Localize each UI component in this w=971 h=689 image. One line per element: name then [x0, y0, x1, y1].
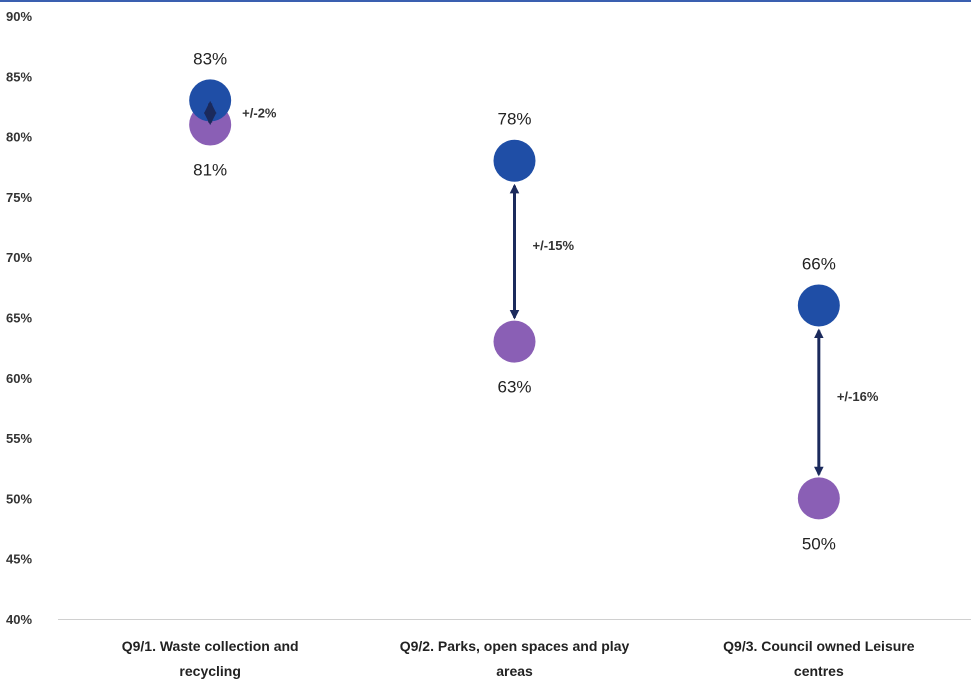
- y-tick-label: 65%: [6, 311, 32, 326]
- y-tick-label: 45%: [6, 552, 32, 567]
- higher-value-label: 66%: [802, 254, 836, 273]
- higher-value-dot: [493, 139, 536, 182]
- y-tick-label: 85%: [6, 69, 32, 84]
- y-tick-label: 70%: [6, 250, 32, 265]
- y-tick-label: 55%: [6, 431, 32, 446]
- lower-value-label: 63%: [497, 378, 531, 397]
- higher-value-label: 83%: [193, 49, 227, 68]
- x-category-label: recycling: [179, 663, 240, 679]
- difference-label: +/-16%: [837, 389, 879, 404]
- y-tick-label: 40%: [6, 612, 32, 627]
- lower-value-dot: [493, 320, 536, 363]
- lower-value-dot: [797, 477, 840, 520]
- x-category-label: Q9/1. Waste collection and: [122, 638, 299, 654]
- x-category-label: Q9/2. Parks, open spaces and play: [400, 638, 630, 654]
- axis-layer: 40% 45% 50% 55% 60% 65% 70% 75% 80% 85% 90% Q9/1. W…: [6, 9, 971, 679]
- y-tick-label: 75%: [6, 190, 32, 205]
- difference-label: +/-15%: [533, 238, 575, 253]
- mark-layer: 83% 81% +/-2% 78% 63% +/-15% 66% 50% +/-16%: [189, 49, 879, 553]
- x-category-label: Q9/3. Council owned Leisure: [723, 638, 915, 654]
- y-tick-label: 80%: [6, 130, 32, 145]
- lower-value-label: 81%: [193, 161, 227, 180]
- top-border: [0, 0, 971, 2]
- x-category-label: centres: [794, 663, 844, 679]
- higher-value-dot: [189, 79, 232, 122]
- y-tick-label: 60%: [6, 371, 32, 386]
- lower-value-label: 50%: [802, 534, 836, 553]
- higher-value-label: 78%: [497, 110, 531, 129]
- difference-label: +/-2%: [242, 105, 277, 120]
- y-tick-label: 90%: [6, 9, 32, 24]
- y-tick-label: 50%: [6, 491, 32, 506]
- x-category-label: areas: [496, 663, 533, 679]
- higher-value-dot: [797, 284, 840, 327]
